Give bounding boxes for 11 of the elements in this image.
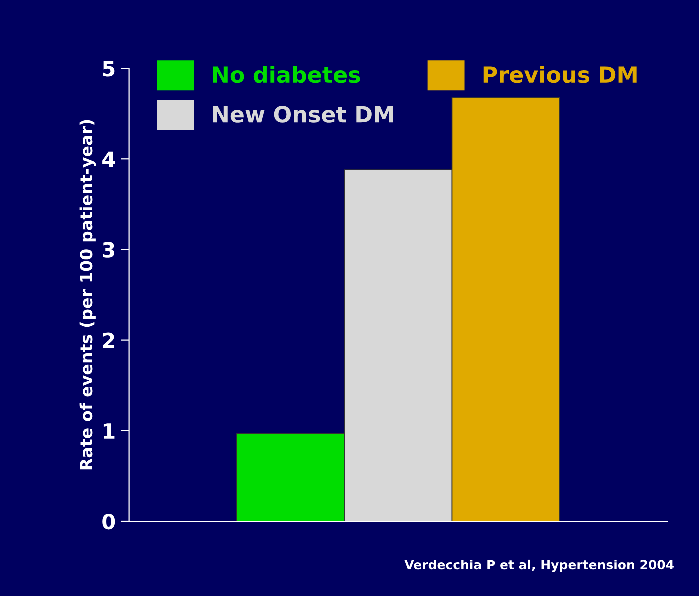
legend-label: New Onset DM [213, 106, 394, 123]
y-tick-label: 3 [103, 242, 114, 258]
y-tick-label: 0 [102, 514, 116, 530]
text: Verdecchia P et al, Hypertension 2004 [404, 560, 674, 572]
y-tick-label: 2 [103, 332, 114, 348]
y-tick-label: 5 [103, 61, 115, 77]
legend-label: No diabetes [213, 66, 360, 84]
legend-label: Previous DM [484, 66, 637, 84]
y-tick-label: 4 [102, 152, 116, 168]
y-axis-title: Rate of events (per 100 patient-year) [80, 120, 96, 470]
y-tick-label: 1 [104, 424, 115, 439]
